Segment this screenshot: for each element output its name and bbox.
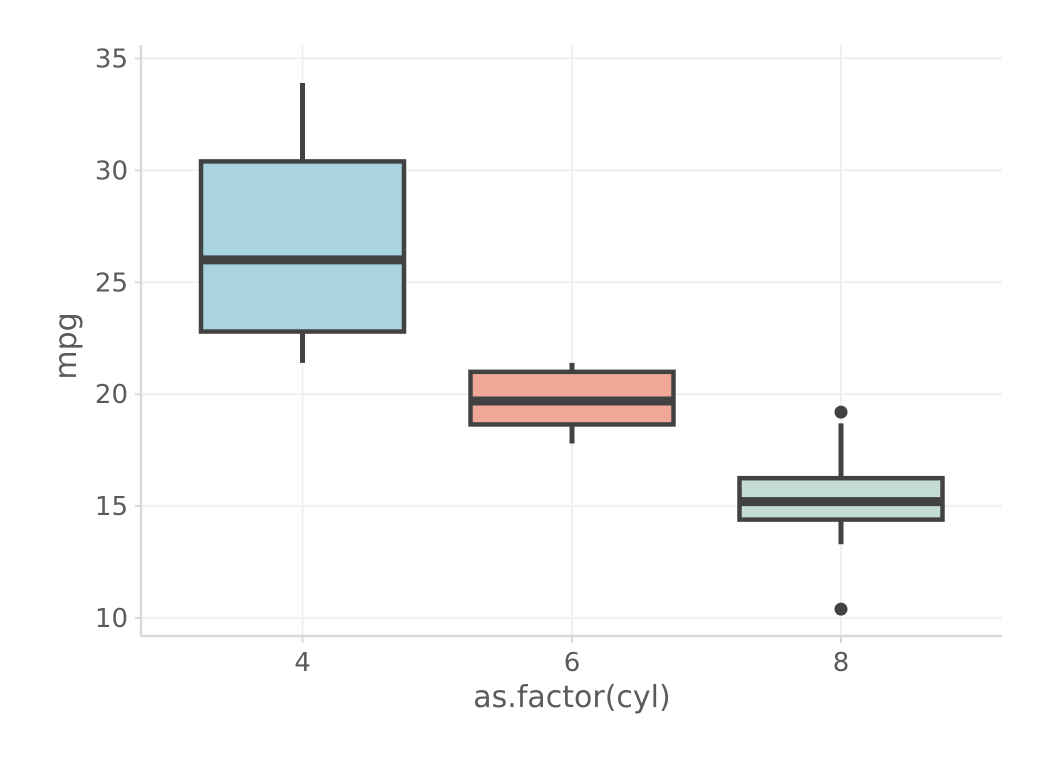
y-tick-label-10: 10 xyxy=(95,604,128,634)
outlier-point-8-0 xyxy=(834,405,848,419)
x-axis-title: as.factor(cyl) xyxy=(473,680,670,715)
y-tick-label-35: 35 xyxy=(95,44,128,74)
x-tick-label-8: 8 xyxy=(833,648,850,678)
x-tick-label-4: 4 xyxy=(294,648,311,678)
gridlines xyxy=(141,45,1002,636)
y-axis-title: mpg xyxy=(49,312,84,379)
axes xyxy=(135,45,1002,643)
box-4 xyxy=(198,159,407,334)
y-tick-label-30: 30 xyxy=(95,156,128,186)
y-tick-label-20: 20 xyxy=(95,380,128,410)
box-group-6 xyxy=(468,362,676,444)
boxes xyxy=(198,83,945,616)
box-group-4 xyxy=(198,83,407,363)
box-group-8 xyxy=(737,405,945,616)
y-tick-label-25: 25 xyxy=(95,268,128,298)
labels: as.factor(cyl) mpg 10 15 20 25 30 35 4 6 8 xyxy=(49,44,849,715)
outlier-point-8-1 xyxy=(834,602,848,616)
y-tick-label-15: 15 xyxy=(95,492,128,522)
x-tick-label-6: 6 xyxy=(564,648,581,678)
